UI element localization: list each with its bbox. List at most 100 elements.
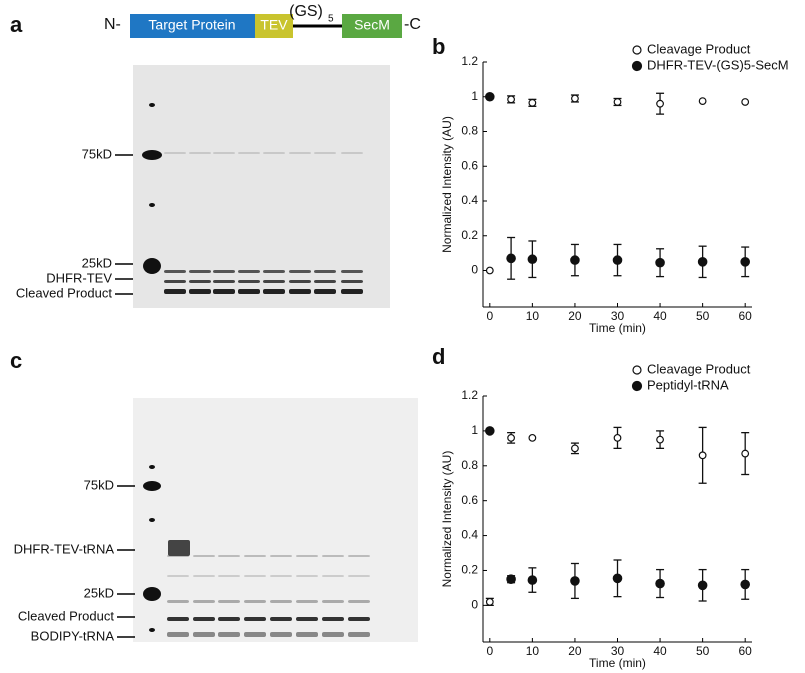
gel-band — [193, 600, 215, 603]
y-tick-label: 0.2 — [461, 563, 478, 577]
data-point — [741, 98, 750, 106]
ladder-band — [143, 258, 161, 274]
y-axis-label: Normalized Intensity (AU) — [440, 451, 454, 588]
gel-band — [341, 152, 363, 154]
gel-band — [348, 617, 370, 621]
x-tick-label: 30 — [611, 644, 625, 658]
gel-band — [322, 575, 344, 577]
gel-band — [296, 555, 318, 557]
legend-label: Peptidyl-tRNA — [647, 377, 729, 392]
y-tick-label: 0.4 — [461, 528, 478, 542]
data-point — [528, 98, 537, 107]
ladder-band — [149, 518, 155, 522]
ladder-band — [149, 103, 155, 107]
x-tick-label: 10 — [526, 309, 540, 323]
c-terminus: -C — [404, 16, 421, 33]
gel-band — [341, 270, 363, 273]
gel-band — [263, 280, 285, 283]
y-tick-label: 1 — [471, 89, 478, 103]
gel-band — [213, 289, 235, 294]
gel-band — [263, 289, 285, 294]
gel-band — [244, 632, 266, 637]
data-point — [506, 253, 516, 264]
y-tick-label: 0.2 — [461, 228, 478, 242]
gel-band — [289, 289, 311, 294]
y-tick-label: 0 — [471, 598, 478, 612]
gel-band — [296, 617, 318, 621]
gel-band — [218, 617, 240, 621]
x-tick-label: 60 — [739, 309, 753, 323]
data-point — [741, 449, 750, 458]
data-point — [655, 257, 665, 268]
gel-band — [348, 600, 370, 603]
gel-band — [348, 632, 370, 637]
legend-marker — [632, 45, 642, 55]
gel-label: BODIPY-tRNA — [31, 628, 115, 643]
gel-band — [164, 280, 186, 283]
x-tick-label: 30 — [611, 309, 625, 323]
gel-band — [244, 575, 266, 577]
gel-label: Cleaved Product — [18, 608, 114, 623]
data-point — [507, 433, 515, 442]
data-point — [485, 91, 495, 102]
data-point — [697, 257, 708, 267]
y-tick-label: 1.2 — [461, 388, 478, 402]
n-terminus: N- — [104, 16, 121, 33]
gel-label: 75kD — [84, 477, 114, 492]
gel-label: 75kD — [82, 146, 112, 161]
gel-band — [322, 600, 344, 603]
gel-band — [218, 632, 240, 637]
gel-band — [296, 632, 318, 637]
data-point — [613, 98, 622, 106]
data-point — [740, 579, 750, 590]
gel-band — [167, 632, 189, 637]
gel-band — [314, 152, 336, 154]
data-point — [656, 435, 664, 444]
gel-band — [213, 152, 235, 154]
gel-band — [189, 270, 211, 273]
x-axis-label: Time (min) — [589, 321, 646, 335]
gel-band — [296, 600, 318, 603]
x-tick-label: 60 — [739, 644, 753, 658]
ladder-band — [143, 587, 161, 601]
data-point — [656, 99, 664, 108]
gel-band — [244, 555, 266, 557]
x-tick-label: 40 — [653, 644, 667, 658]
gel-band — [322, 555, 344, 557]
gel-band — [341, 289, 363, 294]
x-tick-label: 0 — [486, 309, 493, 323]
gel-band — [263, 270, 285, 273]
y-tick-label: 1 — [471, 423, 478, 437]
data-point — [527, 254, 538, 265]
data-point — [527, 575, 538, 585]
x-tick-label: 10 — [526, 644, 540, 658]
gel-band — [322, 632, 344, 637]
ladder-band — [142, 150, 162, 160]
data-point — [485, 597, 494, 606]
x-tick-label: 0 — [486, 644, 493, 658]
x-axis-label: Time (min) — [589, 656, 646, 670]
data-point — [571, 94, 579, 103]
gel-band — [164, 289, 186, 294]
gel-band — [289, 280, 311, 283]
gel-band — [348, 575, 370, 577]
panel-label: c — [10, 348, 22, 373]
data-point — [485, 426, 495, 436]
gel-label: DHFR-TEV-tRNA — [14, 541, 115, 556]
legend-label: DHFR-TEV-(GS)5-SecM — [647, 57, 789, 72]
gel-background — [133, 398, 418, 642]
legend-label: Cleavage Product — [647, 41, 751, 56]
gel-band — [238, 280, 260, 283]
panel-label: b — [432, 34, 445, 59]
secm-box — [342, 14, 402, 38]
gel-label: Cleaved Product — [16, 285, 112, 300]
data-point — [740, 257, 750, 267]
target-label: Target Protein — [148, 17, 235, 33]
y-tick-label: 0.6 — [461, 158, 478, 172]
gel-band — [189, 280, 211, 283]
gel-band — [314, 289, 336, 294]
y-tick-label: 0.8 — [461, 458, 478, 472]
tev-box — [255, 14, 293, 38]
x-tick-label: 50 — [696, 644, 710, 658]
gel-band — [322, 617, 344, 621]
